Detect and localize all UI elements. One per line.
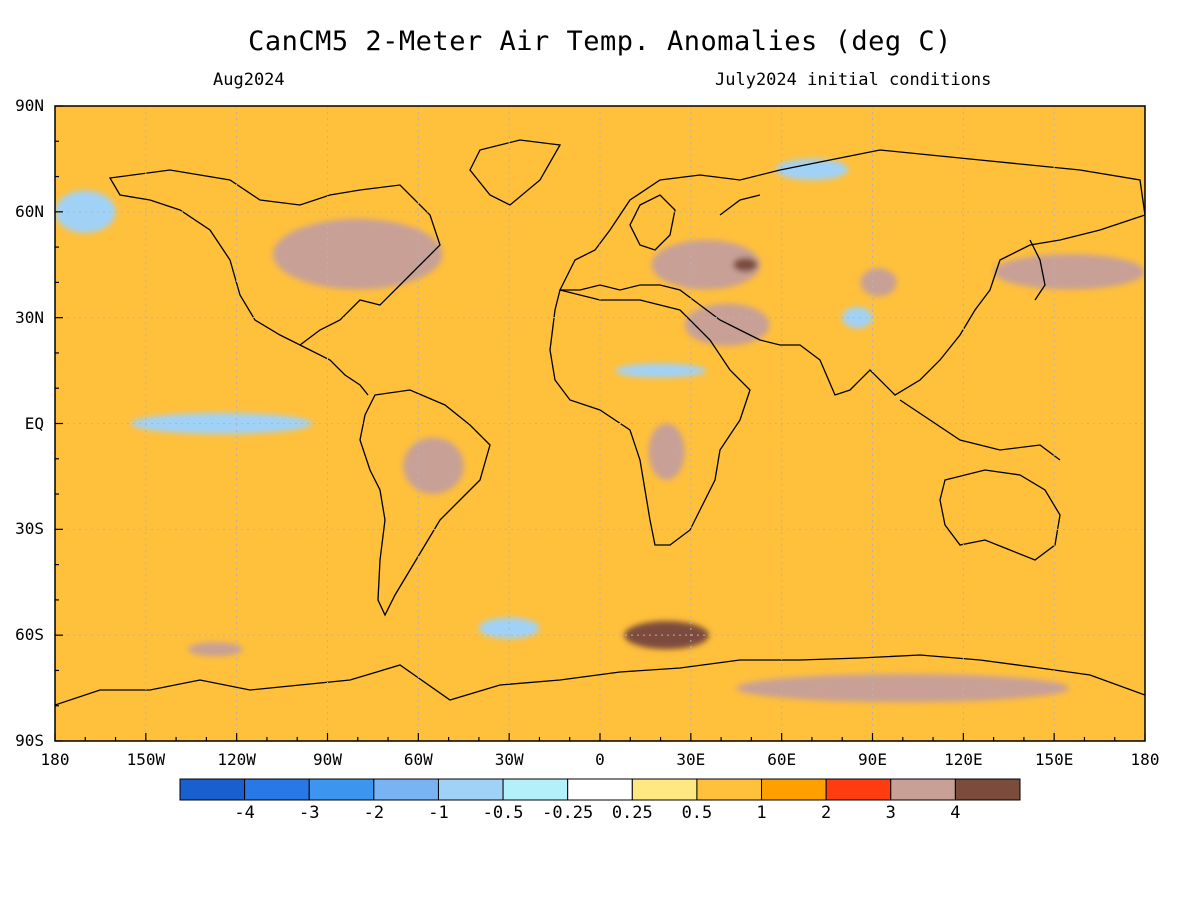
anomaly-region-13 <box>775 158 849 181</box>
anomaly-region-0 <box>273 218 443 290</box>
colorbar-label: 3 <box>885 803 896 823</box>
lat-label: 90S <box>15 731 44 750</box>
colorbar <box>179 778 1021 801</box>
anomaly-region-8 <box>624 621 709 650</box>
lon-label: 90E <box>858 750 887 769</box>
anomaly-region-7 <box>648 423 685 480</box>
colorbar-swatch <box>954 778 1021 801</box>
lon-label: 30W <box>494 750 524 769</box>
initial-conditions: July2024 initial conditions <box>715 70 992 90</box>
lat-label: EQ <box>24 413 44 433</box>
lon-label: 180 <box>40 750 70 769</box>
colorbar-swatch <box>502 778 569 801</box>
anomaly-region-3 <box>684 303 770 346</box>
lon-label: 60E <box>767 750 797 769</box>
colorbar-label: -0.25 <box>542 803 594 823</box>
lat-label: 60S <box>15 625 44 645</box>
colorbar-swatch <box>244 778 310 801</box>
lon-label: 60W <box>403 750 433 769</box>
lat-label: 30S <box>15 519 44 539</box>
anomaly-region-4 <box>860 268 897 297</box>
colorbar-label: -0.5 <box>482 803 524 823</box>
colorbar-swatch <box>631 778 698 801</box>
colorbar-swatch <box>567 778 633 801</box>
colorbar-label: 1 <box>756 803 767 823</box>
colorbar-label: 0.5 <box>681 803 713 823</box>
coastlines <box>55 139 1145 706</box>
colorbar-label: -4 <box>234 803 255 823</box>
lon-label: 150W <box>126 750 166 769</box>
lon-label: 0 <box>595 750 605 769</box>
lon-label: 180 <box>1130 750 1160 769</box>
anomaly-region-15 <box>615 363 706 378</box>
anomaly-region-6 <box>403 437 464 495</box>
colorbar-swatch <box>761 778 827 801</box>
forecast-month: Aug2024 <box>213 70 285 90</box>
anomaly-region-11 <box>130 412 313 435</box>
anomaly-region-9 <box>188 642 243 657</box>
lon-label: 150E <box>1034 750 1074 769</box>
lon-label: 120E <box>944 750 983 769</box>
colorbar-label: -3 <box>298 803 320 823</box>
colorbar-label: 4 <box>950 803 961 823</box>
graticule <box>55 106 1145 741</box>
colorbar-swatch <box>179 778 246 801</box>
anomaly-region-14 <box>842 307 873 329</box>
colorbar-label: -2 <box>363 803 385 823</box>
colorbar-label: 0.25 <box>611 803 653 823</box>
anomaly-region-10 <box>736 673 1070 703</box>
anomaly-region-2 <box>733 257 758 272</box>
lon-label: 90W <box>313 750 342 769</box>
page-title: CanCM5 2-Meter Air Temp. Anomalies (deg … <box>248 26 952 57</box>
colorbar-swatch <box>373 778 439 801</box>
colorbar-label: 2 <box>821 803 832 823</box>
lon-label: 120W <box>217 750 256 769</box>
anomaly-region-5 <box>993 254 1145 290</box>
colorbar-swatch <box>890 778 956 801</box>
colorbar-swatch <box>308 778 375 801</box>
colorbar-label: -1 <box>428 803 449 823</box>
lat-label: 30N <box>15 307 44 327</box>
colorbar-swatch <box>437 778 504 801</box>
anomaly-region-1 <box>651 240 761 290</box>
colorbar-swatch <box>696 778 763 801</box>
lat-label: 60N <box>15 201 44 221</box>
lon-label: 30E <box>676 750 706 769</box>
lat-label: 90N <box>15 96 44 115</box>
colorbar-swatch <box>825 778 892 801</box>
